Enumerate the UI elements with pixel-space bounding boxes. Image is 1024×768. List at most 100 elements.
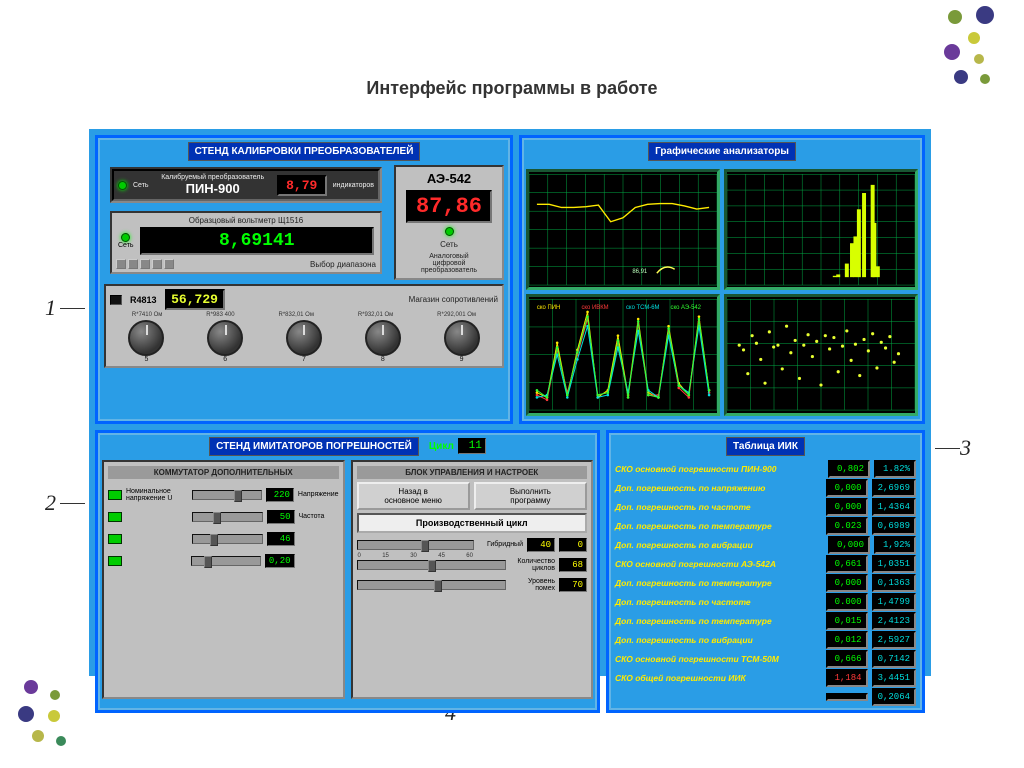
pin-name: ПИН-900: [155, 181, 271, 196]
status-led-icon: [108, 490, 122, 500]
r4813-toggle[interactable]: [110, 295, 122, 305]
analyzers-title: Графические анализаторы: [648, 142, 796, 161]
multi-line-chart: ско ПИНско ИВКМско ТСМ-6Мско АЭ-542: [526, 294, 720, 415]
decoration-dots-bottom: [14, 680, 84, 760]
iik-val-a: 0,661: [826, 555, 868, 573]
slider-value: 46: [267, 532, 295, 546]
iik-title: Таблица ИИК: [726, 437, 805, 456]
slider[interactable]: [192, 490, 262, 500]
calibration-panel: СТЕНД КАЛИБРОВКИ ПРЕОБРАЗОВАТЕЛЕЙ Сеть К…: [95, 135, 513, 424]
r4813-caption: Магазин сопротивлений: [233, 295, 498, 304]
mode-select[interactable]: Производственный цикл: [357, 513, 588, 533]
callout-3: 3: [960, 435, 971, 461]
iik-row: Доп. погрешность по температуре 0.023 0,…: [609, 517, 922, 535]
iik-val-b: 2,5927: [872, 631, 916, 649]
iik-val-a: 0,012: [826, 631, 868, 649]
resistance-knob[interactable]: [444, 320, 480, 356]
iik-panel: Таблица ИИК СКО основной погрешности ПИН…: [606, 430, 925, 713]
ae-name: АЭ-542: [427, 171, 471, 186]
svg-text:86,91: 86,91: [632, 269, 647, 275]
calibration-title: СТЕНД КАЛИБРОВКИ ПРЕОБРАЗОВАТЕЛЕЙ: [188, 142, 421, 161]
iik-row: Доп. погрешность по вибрации 0,000 1,92%: [609, 536, 922, 554]
iik-val-b: 2,4123: [872, 612, 916, 630]
ae-caption: Аналоговый цифровой преобразователь: [421, 253, 477, 274]
commutator-block: КОММУТАТОР ДОПОЛНИТЕЛЬНЫХ Номинальное на…: [102, 460, 345, 699]
iik-val-b: 1.82%: [874, 460, 916, 478]
slider-row: 0,20: [108, 554, 339, 568]
range-buttons[interactable]: [116, 259, 174, 269]
slider[interactable]: [191, 556, 261, 566]
iik-val-b: 3,4451: [872, 669, 916, 687]
net-label: Сеть: [133, 182, 149, 189]
iik-val-a: 0,000: [826, 574, 868, 592]
slider-value: 220: [266, 488, 294, 502]
iik-row: СКО основной погрешности АЭ-542А 0,661 1…: [609, 555, 922, 573]
bar-chart: [724, 169, 918, 290]
iik-val-b: 2,6969: [872, 479, 916, 497]
slider-row: Количество циклов 68: [357, 558, 588, 572]
iik-val-b: 0,6989: [872, 517, 916, 535]
slider-value: 68: [559, 558, 587, 572]
voltmeter-value: 8,69141: [140, 227, 374, 255]
resistance-knob[interactable]: [128, 320, 164, 356]
slider[interactable]: [357, 580, 507, 590]
cycle-label: Цикл: [429, 441, 454, 452]
power-led-icon: [121, 233, 130, 242]
callout-1: 1: [45, 295, 56, 321]
back-button[interactable]: Назад в основное меню: [357, 482, 470, 510]
analyzers-panel: Графические анализаторы 86,91 ско ПИНско…: [519, 135, 925, 424]
iik-row: Доп. погрешность по вибрации 0,012 2,592…: [609, 631, 922, 649]
iik-row: Доп. погрешность по напряжению 0,000 2,6…: [609, 479, 922, 497]
iik-val-a: 0,000: [828, 536, 870, 554]
slider[interactable]: [192, 534, 263, 544]
iik-row: СКО общей погрешности ИИК 1,184 3,4451: [609, 669, 922, 687]
slider-value: 50: [267, 510, 295, 524]
pin-desc: Калибруемый преобразователь: [155, 174, 271, 181]
slider-value: 40: [527, 538, 555, 552]
resistance-knob[interactable]: [365, 320, 401, 356]
iik-val-b: 1,4799: [872, 593, 916, 611]
run-button[interactable]: Выполнить программу: [474, 482, 587, 510]
slider-row: 46: [108, 532, 339, 546]
iik-row: Доп. погрешность по частоте 0,000 1,4364: [609, 498, 922, 516]
iik-val-a: 0,000: [826, 498, 868, 516]
slider[interactable]: [357, 560, 507, 570]
iik-row: Доп. погрешность по частоте 0.000 1,4799: [609, 593, 922, 611]
ae542-value: 87,86: [406, 190, 492, 223]
slider[interactable]: 015304560: [357, 540, 475, 550]
iik-val-b: 1,0351: [872, 555, 916, 573]
range-label: Выбор диапазона: [310, 260, 376, 269]
errorsim-panel: СТЕНД ИМИТАТОРОВ ПОГРЕШНОСТЕЙ Цикл 11 КО…: [95, 430, 600, 713]
slider-row: Номинальное напряжение U 220 Напряжение: [108, 488, 339, 502]
pin-ind-label: индикаторов: [333, 182, 374, 189]
power-led-icon: [445, 227, 454, 236]
slider[interactable]: [192, 512, 263, 522]
svg-text:ско АЭ-542: ско АЭ-542: [670, 305, 701, 311]
control-title: БЛОК УПРАВЛЕНИЯ И НАСТРОЕК: [357, 466, 588, 479]
pin900-value: 8,79: [277, 175, 327, 196]
errorsim-title: СТЕНД ИМИТАТОРОВ ПОГРЕШНОСТЕЙ: [209, 437, 419, 456]
iik-row: СКО основной погрешности ПИН-900 0,802 1…: [609, 460, 922, 478]
iik-val-a: 0,802: [828, 460, 870, 478]
iik-row: Доп. погрешность по температуре 0,015 2,…: [609, 612, 922, 630]
iik-val-b: 1,4364: [872, 498, 916, 516]
ae-net: Сеть: [440, 240, 458, 249]
iik-val-b: 0,2064: [872, 688, 916, 706]
resistance-knob[interactable]: [286, 320, 322, 356]
pin900-instrument: Сеть Калибруемый преобразователь ПИН-900…: [112, 169, 380, 201]
slider-row: 015304560 Гибридный 40 0: [357, 538, 588, 552]
iik-val-a: [826, 693, 868, 701]
scatter-chart: [724, 294, 918, 415]
iik-row: 0,2064: [609, 688, 922, 706]
iik-val-b: 1,92%: [874, 536, 916, 554]
status-led-icon: [108, 534, 122, 544]
ae542-instrument: АЭ-542 87,86 Сеть Аналоговый цифровой пр…: [394, 165, 504, 280]
svg-text:ско ИВКМ: ско ИВКМ: [581, 305, 608, 311]
vm-net: Сеть: [118, 242, 134, 249]
power-led-icon: [118, 181, 127, 190]
iik-val-a: 0,666: [826, 650, 868, 668]
slider-value: 70: [559, 578, 587, 592]
resistance-knob[interactable]: [207, 320, 243, 356]
r4813-name: R4813: [130, 295, 157, 305]
iik-val-a: 0.023: [826, 517, 868, 535]
